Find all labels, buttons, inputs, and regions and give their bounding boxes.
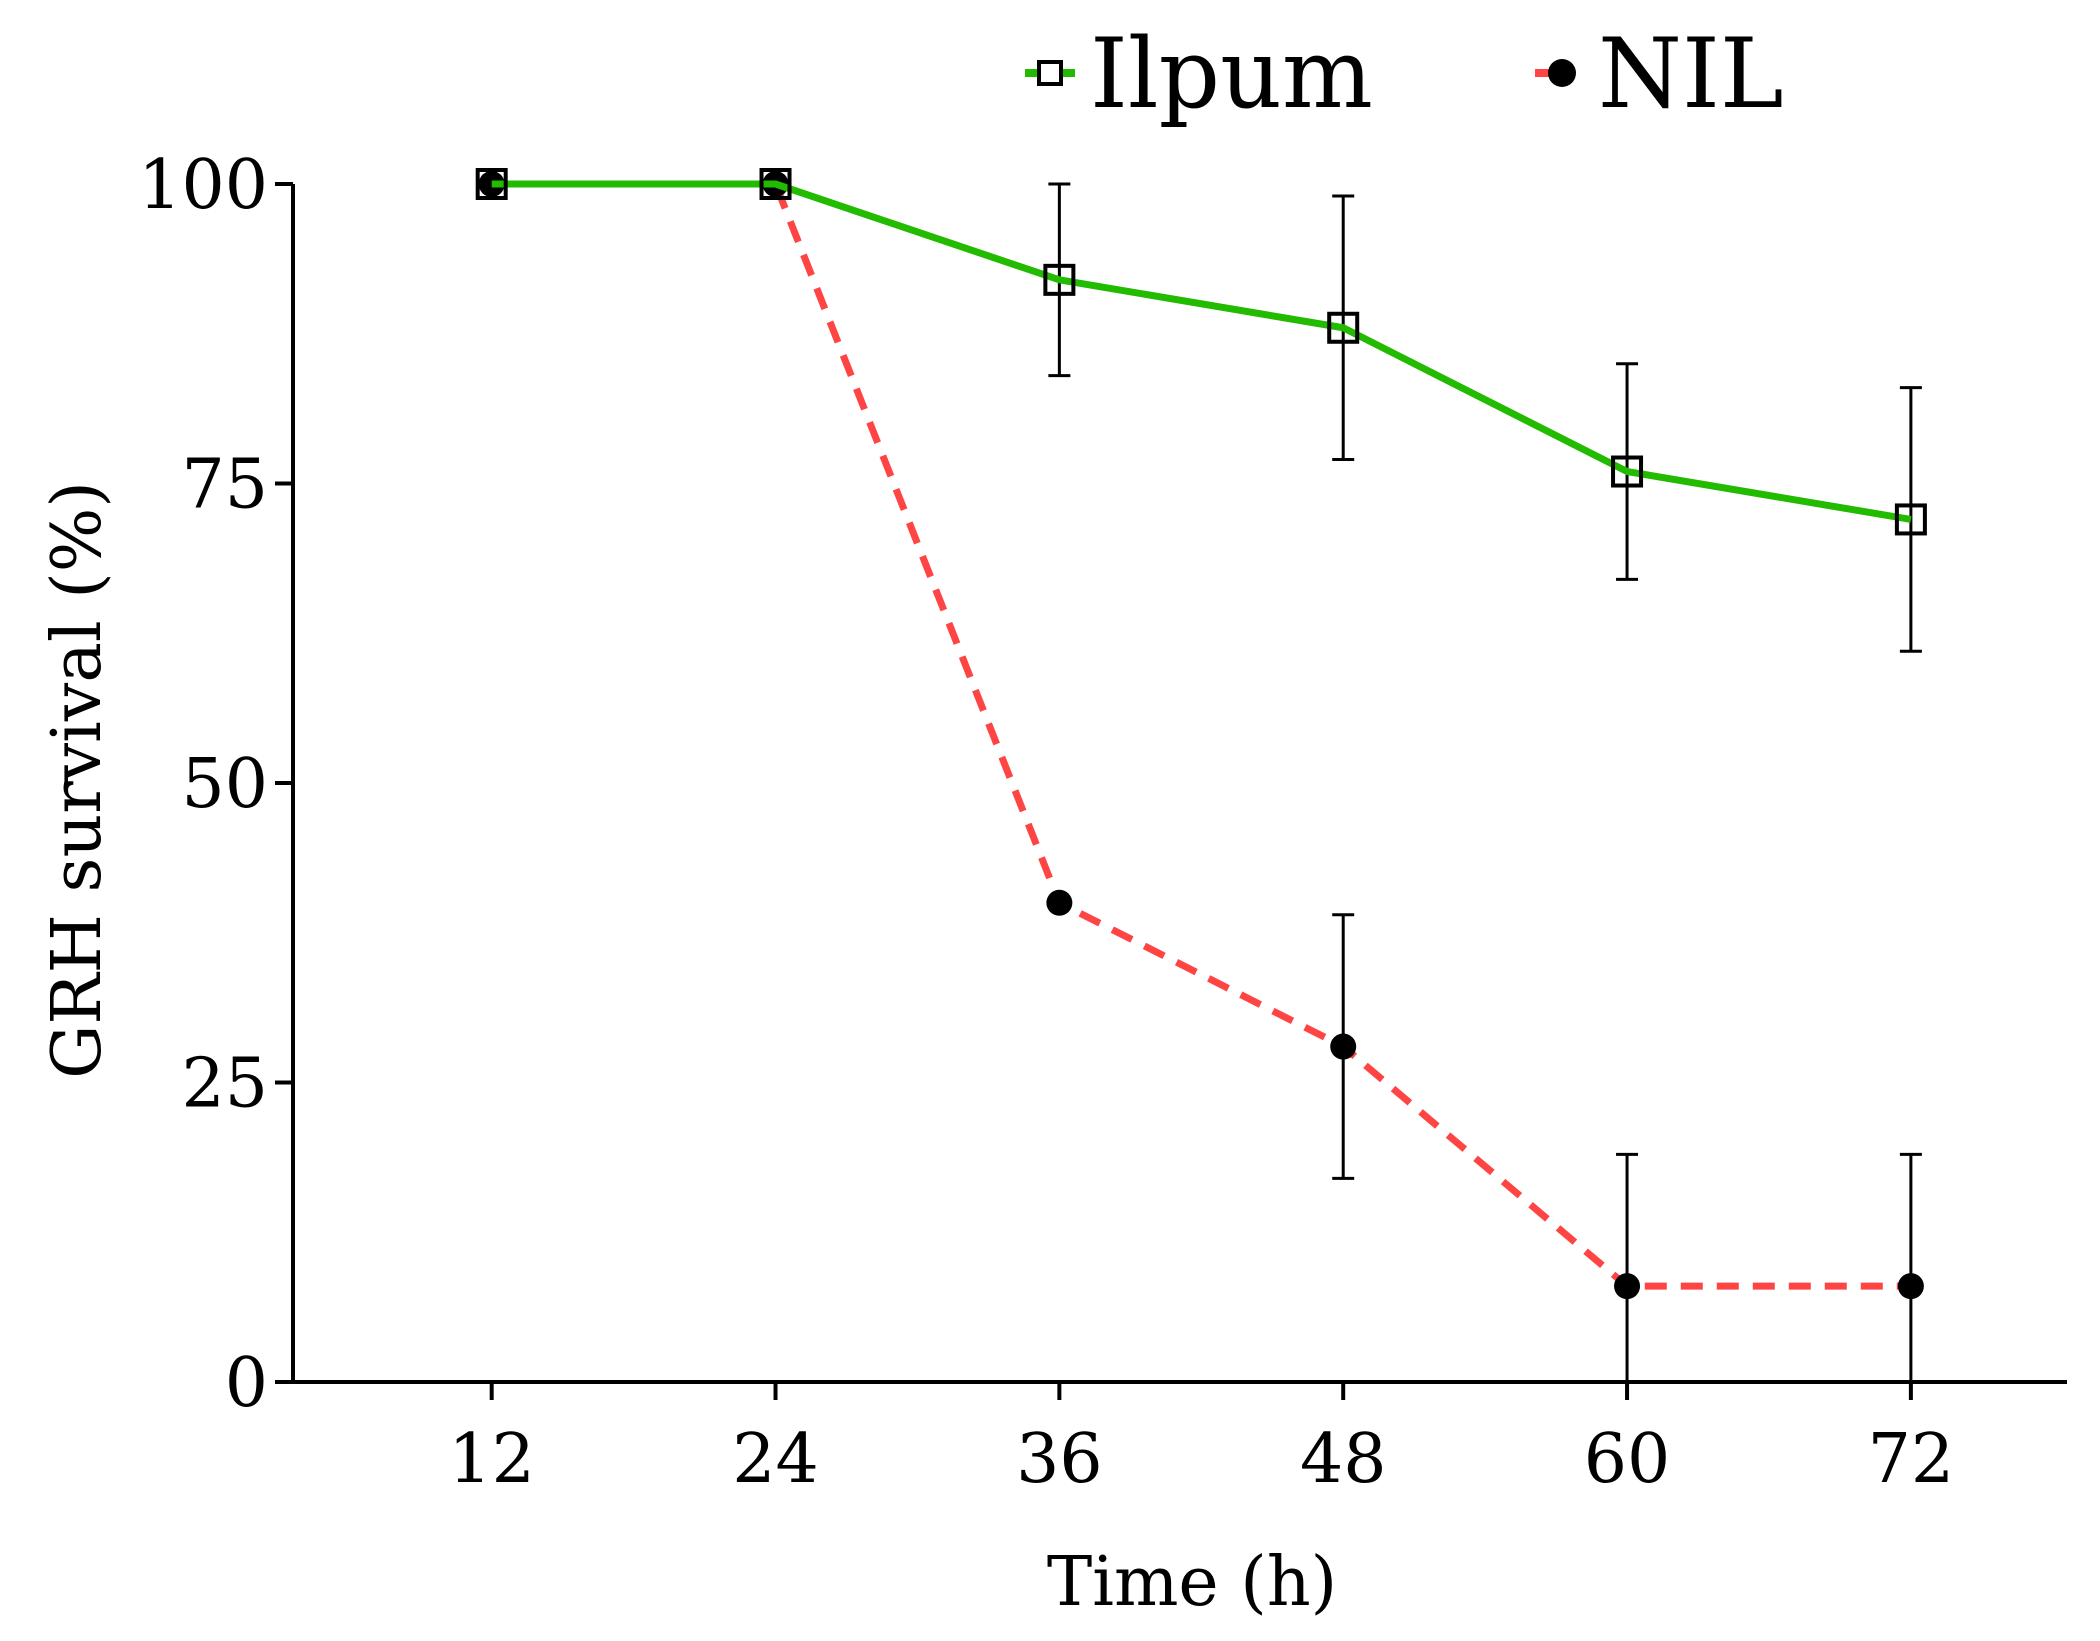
legend-label-nil: NIL	[1598, 18, 1784, 130]
legend-label-ilpum: Ilpum	[1090, 18, 1373, 130]
point-ilpum-72	[1894, 503, 1927, 536]
x-tick-label-24: 24	[732, 1420, 819, 1499]
legend: Ilpum NIL	[1025, 18, 1784, 130]
y-axis-title: GRH survival (%)	[38, 481, 117, 1079]
y-tick-label-0: 0	[225, 1344, 268, 1423]
series-line-nil	[491, 180, 1911, 1290]
point-nil-36	[1046, 889, 1073, 916]
point-ilpum-12	[475, 168, 508, 200]
y-tick-label-25: 25	[181, 1045, 268, 1124]
x-tick-label-48: 48	[1300, 1420, 1387, 1499]
series-ilpum	[475, 168, 1927, 653]
y-tick-label-75: 75	[181, 446, 268, 525]
legend-marker-nil	[1548, 59, 1576, 87]
point-nil-48	[1330, 1033, 1357, 1060]
x-tick-label-72: 72	[1868, 1420, 1955, 1499]
series-line-ilpum	[491, 180, 1912, 523]
x-tick-label-36: 36	[1016, 1420, 1103, 1499]
point-ilpum-60	[1611, 455, 1644, 488]
series-nil	[478, 171, 1924, 1384]
point-nil-60	[1614, 1273, 1641, 1300]
point-ilpum-36	[1043, 263, 1076, 296]
y-tick-label-50: 50	[181, 745, 268, 824]
x-axis-title: Time (h)	[1047, 1543, 1337, 1622]
axes: 0 25 50 75 100 12 24 36 48 60 72	[138, 146, 2067, 1499]
legend-marker-ilpum	[1037, 60, 1063, 86]
point-nil-72	[1897, 1273, 1924, 1300]
plot-area	[475, 168, 1927, 1384]
y-tick-label-100: 100	[138, 146, 268, 225]
point-ilpum-48	[1327, 311, 1360, 344]
x-tick-label-12: 12	[448, 1420, 535, 1499]
point-ilpum-24	[759, 168, 792, 200]
x-tick-label-60: 60	[1584, 1420, 1671, 1499]
